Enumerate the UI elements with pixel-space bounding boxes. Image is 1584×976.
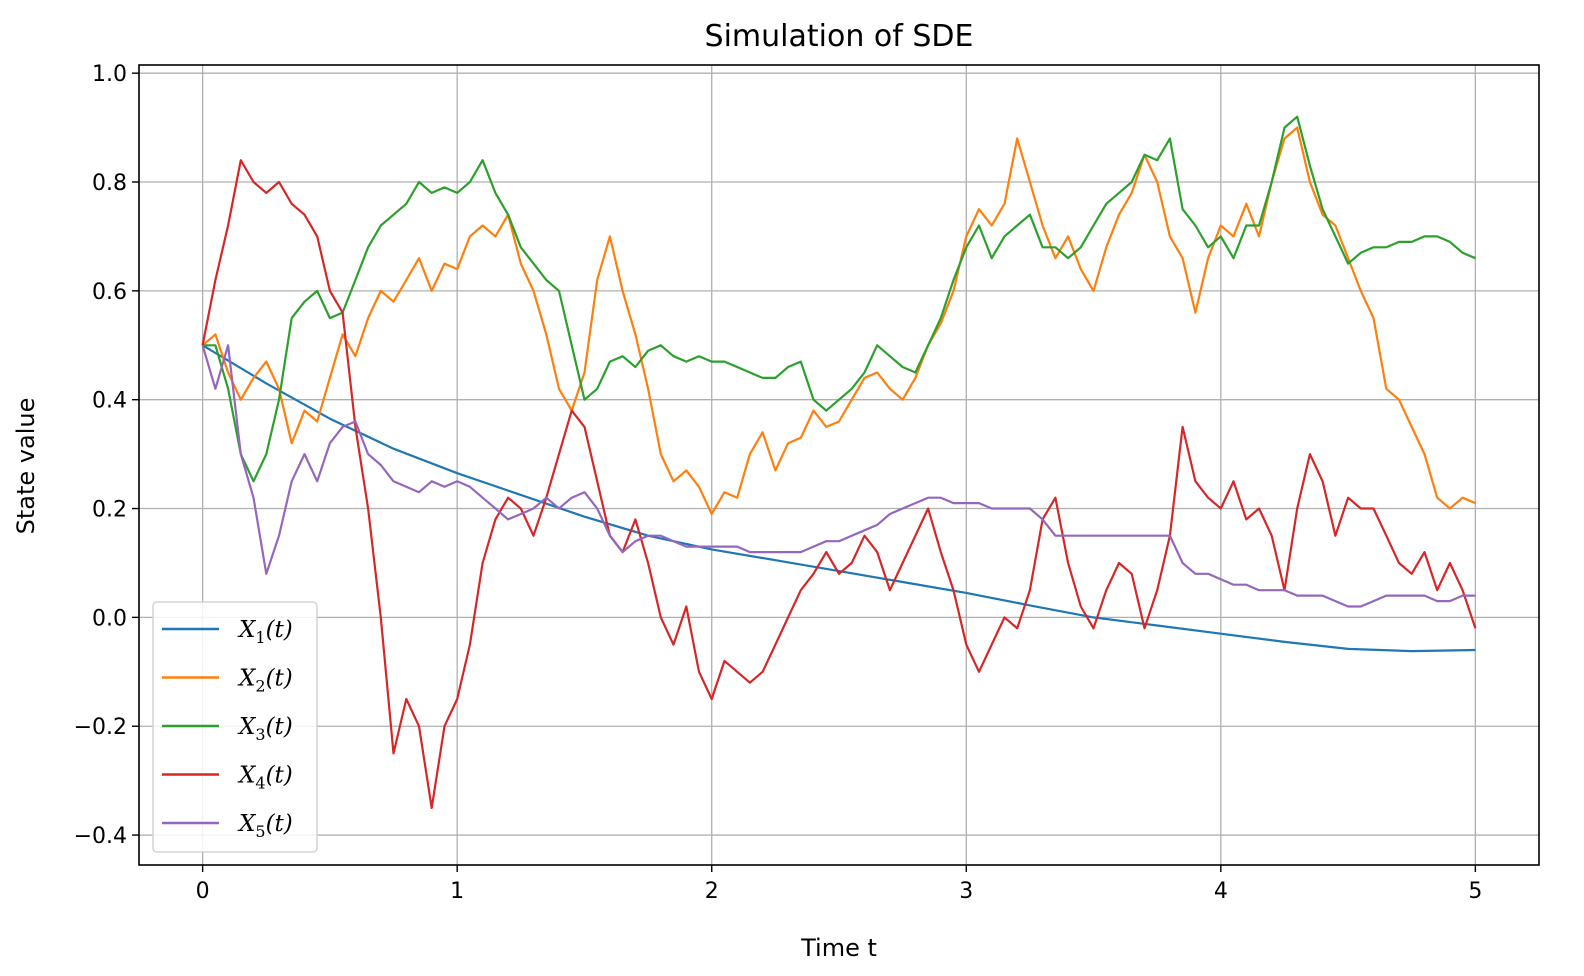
series-line-x2 [201,126,1476,516]
y-ticks: −0.4 −0.2 0.0 0.2 0.4 0.6 0.8 1.0 [74,62,139,849]
chart-title: Simulation of SDE [705,19,974,54]
y-tick-label: 0.8 [92,171,127,196]
y-tick-label: −0.2 [74,715,127,740]
x-tick-label: 4 [1214,879,1228,904]
series-line-x3 [202,115,1476,483]
legend: X1(t) X2(t) X3(t) X4(t) X5(t) [152,601,318,853]
x-tick-label: 2 [705,879,719,904]
series-line-x4 [201,159,1477,810]
x-axis-label: Time t [800,934,877,962]
series-lines [201,115,1477,810]
x-tick-label: 0 [196,879,210,904]
series-line-x5 [201,344,1476,608]
y-tick-label: −0.4 [74,824,127,849]
y-tick-label: 0.0 [92,606,127,631]
legend-label-x1: X1(t) [237,617,293,647]
legend-label-x3: X3(t) [237,714,293,744]
x-tick-label: 5 [1468,879,1482,904]
series-line-x1 [202,344,1476,653]
legend-label-x2: X2(t) [237,666,293,696]
y-tick-label: 0.4 [92,389,127,414]
plot-frame [138,64,1540,866]
legend-box [152,601,318,853]
legend-label-x4: X4(t) [237,763,293,793]
x-tick-label: 3 [959,879,973,904]
legend-label-x5: X5(t) [237,811,293,841]
y-axis-label: State value [12,398,40,535]
x-ticks: 0 1 2 3 4 5 [196,865,1482,904]
y-tick-label: 1.0 [92,62,127,87]
x-tick-label: 1 [450,879,464,904]
y-tick-label: 0.2 [92,498,127,523]
y-tick-label: 0.6 [92,280,127,305]
